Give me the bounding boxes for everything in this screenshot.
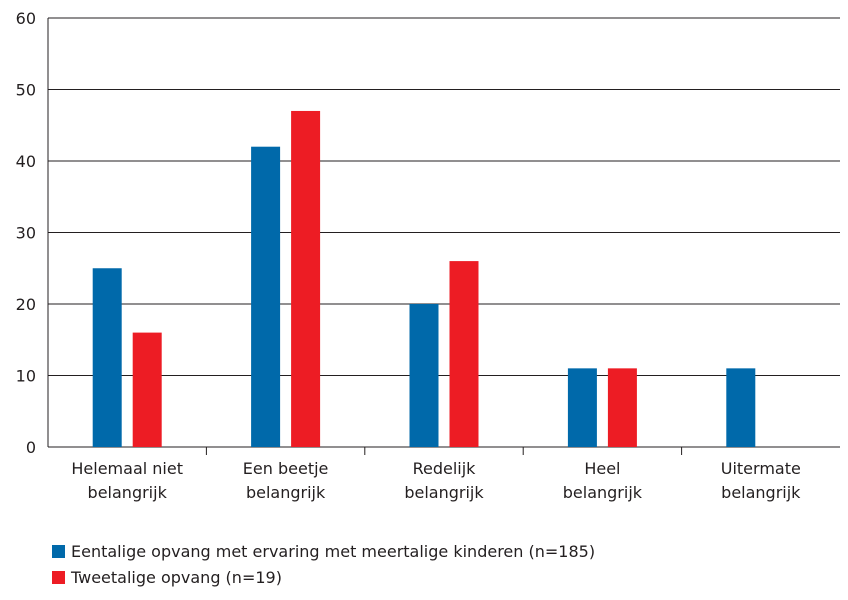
y-tick-label-40: 40	[16, 152, 36, 171]
x-category-label-3-1: belangrijk	[563, 483, 643, 502]
legend-label-0: Eentalige opvang met ervaring met meerta…	[71, 542, 595, 561]
y-tick-label-20: 20	[16, 295, 36, 314]
x-category-label-0-0: Helemaal niet	[71, 459, 183, 478]
y-tick-label-10: 10	[16, 367, 36, 386]
legend-swatch-1	[52, 571, 65, 584]
x-category-label-4-0: Uitermate	[721, 459, 801, 478]
y-tick-label-60: 60	[16, 9, 36, 28]
bar-s0-c4	[726, 368, 756, 447]
x-category-label-4-1: belangrijk	[721, 483, 801, 502]
bar-s1-c3	[607, 368, 637, 447]
bar-s0-c3	[567, 368, 597, 447]
legend-swatch-0	[52, 545, 65, 558]
bar-s1-c1	[291, 110, 321, 447]
bar-s0-c0	[92, 268, 122, 447]
x-category-label-1-0: Een beetje	[243, 459, 329, 478]
x-category-label-2-1: belangrijk	[404, 483, 484, 502]
y-tick-label-0: 0	[26, 438, 36, 457]
bar-s0-c1	[251, 146, 281, 447]
x-category-label-3-0: Heel	[584, 459, 620, 478]
bar-s0-c2	[409, 304, 439, 447]
y-tick-label-30: 30	[16, 224, 36, 243]
y-tick-label-50: 50	[16, 81, 36, 100]
x-category-label-0-1: belangrijk	[88, 483, 168, 502]
x-category-label-1-1: belangrijk	[246, 483, 326, 502]
bar-s1-c0	[132, 332, 162, 447]
x-category-label-2-0: Redelijk	[413, 459, 477, 478]
bar-s1-c2	[449, 261, 479, 447]
legend-label-1: Tweetalige opvang (n=19)	[70, 568, 282, 587]
